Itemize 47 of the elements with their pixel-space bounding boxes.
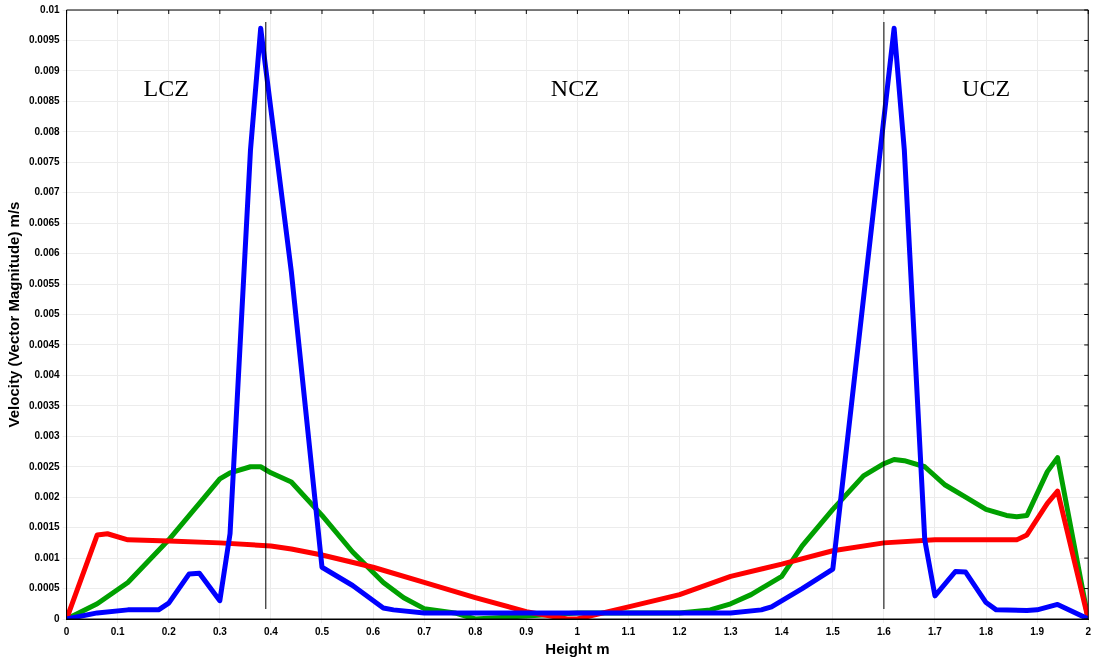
x-tick-label: 1.4: [774, 625, 790, 637]
y-tick-label: 0.003: [34, 430, 61, 442]
x-tick-label: 1.9: [1030, 625, 1045, 637]
x-tick-label: 0.4: [263, 625, 279, 637]
annotation: UCZ: [962, 75, 1011, 102]
x-tick-label: 1.5: [825, 625, 841, 637]
y-tick-label: 0.0035: [28, 399, 61, 411]
x-tick-label: 0.2: [161, 625, 177, 637]
y-tick-label: 0.0065: [28, 216, 61, 228]
y-tick-label: 0.005: [34, 308, 61, 320]
y-tick-label: 0.007: [34, 186, 61, 198]
x-tick-label: 1: [574, 625, 581, 637]
y-axis-title: Velocity (Vector Magnitude) m/s: [5, 201, 23, 428]
x-tick-label: 1.8: [979, 625, 994, 637]
y-tick-label: 0.01: [40, 3, 61, 15]
x-tick-label: 0.9: [519, 625, 534, 637]
x-tick-label: 0.7: [417, 625, 432, 637]
x-axis-title: Height m: [545, 640, 610, 658]
x-tick-label: 1.2: [672, 625, 687, 637]
y-tick-label: 0.008: [34, 125, 61, 137]
annotation: NCZ: [550, 75, 599, 102]
x-tick-label: 0.5: [315, 625, 330, 637]
y-tick-label: 0.0005: [28, 582, 61, 594]
x-tick-label: 0.6: [366, 625, 381, 637]
y-tick-label: 0.009: [34, 64, 61, 76]
y-tick-label: 0.004: [34, 369, 61, 381]
y-tick-label: 0.001: [34, 551, 61, 563]
y-tick-label: 0.0055: [28, 277, 61, 289]
annotation: LCZ: [143, 75, 189, 102]
x-tick-label: 1.7: [928, 625, 943, 637]
y-tick-label: 0: [54, 612, 61, 624]
y-tick-label: 0.0025: [28, 460, 61, 472]
x-tick-label: 1.3: [723, 625, 739, 637]
y-tick-label: 0.0085: [28, 95, 61, 107]
y-tick-label: 0.0095: [28, 34, 61, 46]
y-tick-label: 0.0075: [28, 156, 61, 167]
x-tick-label: 1.6: [876, 625, 892, 637]
y-tick-label: 0.002: [34, 490, 61, 502]
y-tick-label: 0.0015: [28, 521, 61, 533]
y-tick-label: 0.0045: [28, 338, 61, 350]
x-tick-label: 0.3: [212, 625, 228, 637]
x-tick-label: 0.8: [468, 625, 483, 637]
y-tick-label: 0.006: [34, 247, 61, 259]
x-tick-label: 2: [1085, 625, 1092, 637]
x-tick-label: 1.1: [621, 625, 636, 637]
x-tick-label: 0: [63, 625, 70, 637]
x-tick-label: 0.1: [110, 625, 126, 637]
